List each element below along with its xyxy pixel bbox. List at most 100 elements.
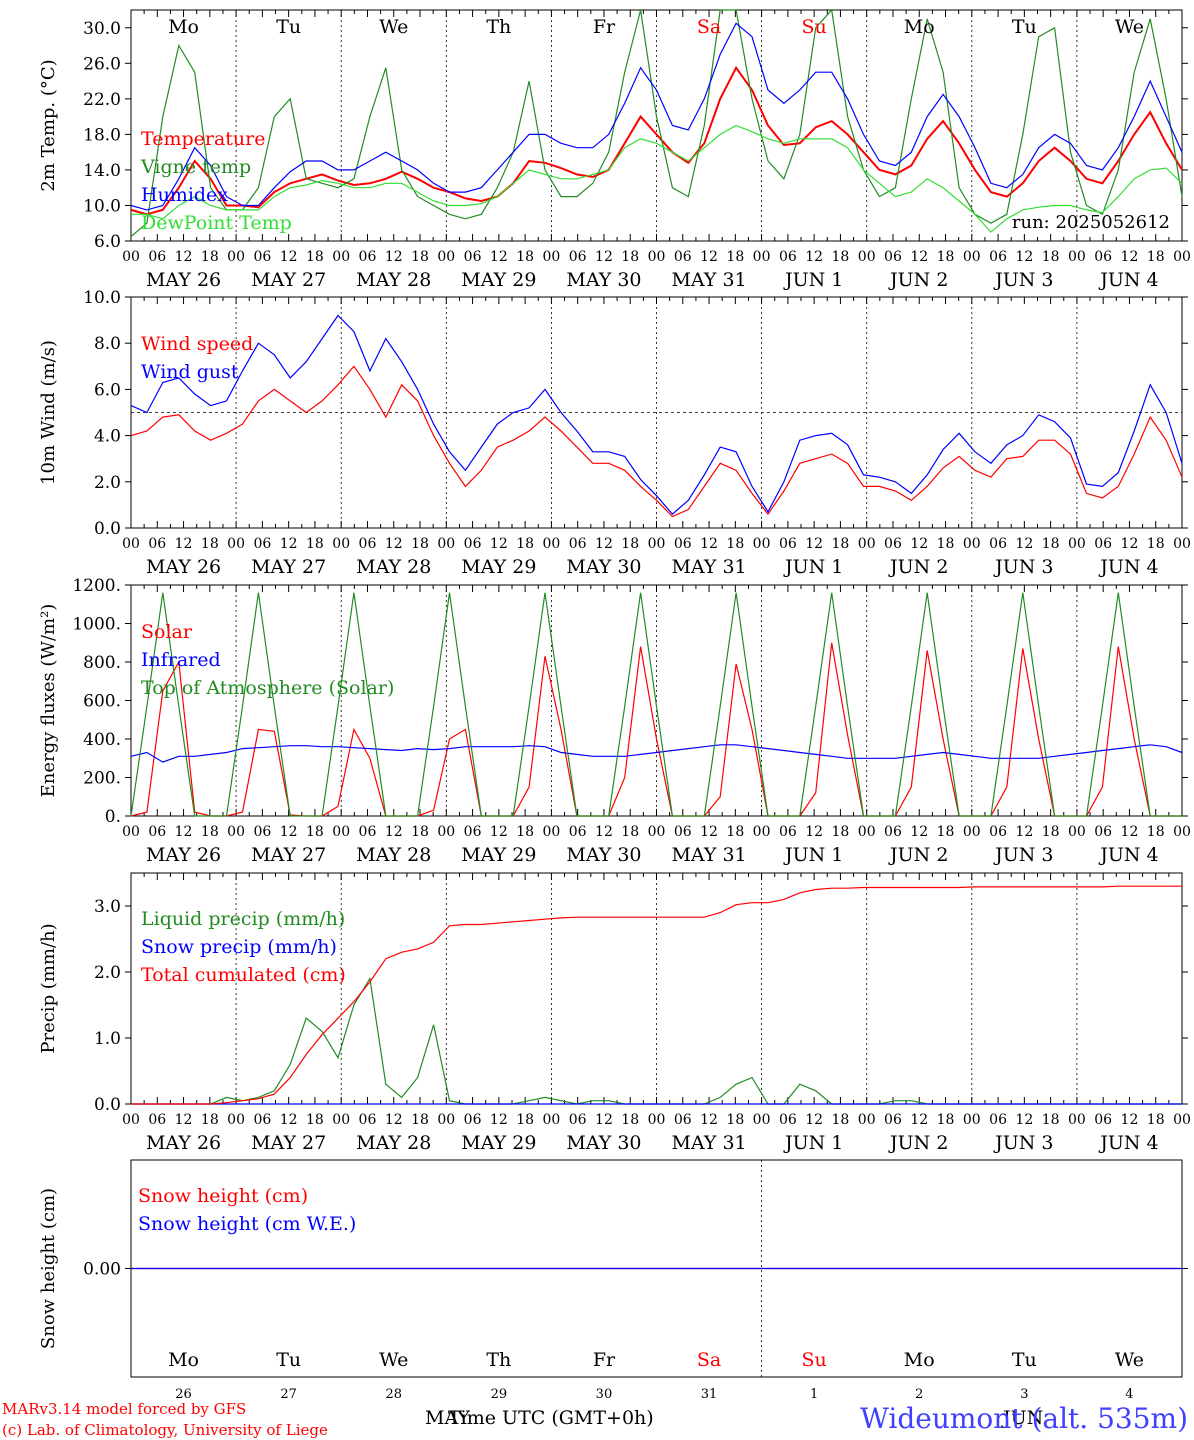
hour-label: 00 [122, 1112, 140, 1128]
hour-label: 00 [858, 536, 876, 552]
y-tick-label: 1000. [72, 615, 121, 635]
date-label: MAY 31 [671, 269, 746, 291]
y-tick-label: 8.0 [94, 334, 121, 354]
hour-label: 18 [1147, 824, 1165, 840]
hour-label: 18 [937, 536, 955, 552]
date-label: JUN 1 [783, 844, 843, 866]
hour-label: 12 [175, 249, 193, 265]
hour-label: 12 [490, 536, 508, 552]
day-of-week-label: Th [486, 16, 511, 38]
hour-label: 00 [227, 536, 245, 552]
hour-label: 18 [201, 249, 219, 265]
hour-label: 12 [1121, 824, 1139, 840]
day-of-week-label: We [379, 1349, 408, 1371]
hour-label: 00 [1068, 824, 1086, 840]
hour-label: 18 [411, 536, 429, 552]
y-tick-label: 0. [105, 807, 121, 827]
date-label: MAY 30 [566, 1132, 641, 1154]
hour-label: 06 [674, 824, 692, 840]
date-label: MAY 29 [461, 269, 536, 291]
y-axis-title: Snow height (cm) [38, 1188, 59, 1349]
day-of-week-label: We [1115, 1349, 1144, 1371]
date-label: JUN 4 [1098, 1132, 1158, 1154]
hour-label: 12 [1015, 1112, 1033, 1128]
y-tick-label: 22.0 [83, 90, 121, 110]
credit-line: (c) Lab. of Climatology, University of L… [2, 1421, 328, 1439]
day-of-week-label: Mo [168, 16, 199, 38]
legend-entry: Humidex [141, 184, 228, 206]
hour-label-end: 00 [1173, 824, 1191, 840]
date-label: MAY 30 [566, 269, 641, 291]
legend-entry: Snow precip (mm/h) [141, 936, 337, 958]
hour-label: 18 [1042, 824, 1060, 840]
hour-label: 18 [411, 249, 429, 265]
hour-label: 06 [779, 1112, 797, 1128]
series-line-wind-speed [130, 365, 1183, 518]
day-of-week-label: Tu [276, 1349, 301, 1371]
hour-label: 00 [963, 249, 981, 265]
hour-label: 00 [122, 824, 140, 840]
series-line-humidex [130, 22, 1183, 211]
date-label: MAY 28 [356, 844, 431, 866]
y-tick-label: 0.00 [83, 1260, 121, 1280]
x-axis-title: Time UTC (GMT+0h) [448, 1407, 654, 1429]
hour-label: 06 [569, 1112, 587, 1128]
hour-label: 12 [1015, 824, 1033, 840]
hour-label: 00 [753, 249, 771, 265]
hour-label: 12 [910, 1112, 928, 1128]
y-tick-label: 18.0 [83, 125, 121, 145]
y-tick-label: 6.0 [94, 380, 121, 400]
y-axis-title: Precip (mm/h) [38, 923, 59, 1053]
hour-label: 18 [1147, 1112, 1165, 1128]
hour-label-end: 00 [1173, 249, 1191, 265]
panel-1: 6.0 10.0 14.0 18.0 22.0 26.0 30.0 2m Temp. (°C)… [38, 8, 1191, 291]
hour-label: 12 [595, 1112, 613, 1128]
hour-label: 06 [1094, 249, 1112, 265]
day-of-week-label: Sa [697, 16, 721, 38]
hour-label: 18 [516, 824, 534, 840]
hour-label: 06 [359, 536, 377, 552]
hour-label: 12 [490, 249, 508, 265]
y-tick-label: 4.0 [94, 427, 121, 447]
hour-label: 12 [700, 249, 718, 265]
date-label: MAY 29 [461, 844, 536, 866]
legend-entry: Total cumulated (cm) [141, 964, 346, 986]
credit-line: MARv3.14 model forced by GFS [2, 1400, 246, 1418]
hour-label: 12 [1015, 249, 1033, 265]
day-number: 27 [280, 1387, 297, 1402]
hour-label: 12 [1015, 536, 1033, 552]
hour-label: 12 [385, 1112, 403, 1128]
day-number: 29 [491, 1387, 508, 1402]
hour-label: 06 [359, 1112, 377, 1128]
hour-label: 18 [937, 824, 955, 840]
legend-entry: Snow height (cm) [138, 1185, 308, 1207]
hour-label: 00 [227, 1112, 245, 1128]
legend-entry: Wind speed [141, 333, 253, 355]
day-of-week-label: We [1115, 16, 1144, 38]
hour-label: 00 [542, 824, 560, 840]
hour-label: 12 [595, 249, 613, 265]
hour-label: 06 [779, 824, 797, 840]
day-of-week-label: Tu [276, 16, 301, 38]
series-line-vigne-temp [130, 8, 1183, 238]
date-label: JUN 2 [888, 844, 948, 866]
y-tick-label: 30.0 [83, 19, 121, 39]
hour-label: 06 [779, 536, 797, 552]
series-line-dewpoint-temp [131, 124, 1183, 233]
hour-label: 12 [385, 824, 403, 840]
date-label: JUN 3 [993, 844, 1053, 866]
date-label: JUN 2 [888, 556, 948, 578]
hour-label: 00 [332, 536, 350, 552]
hour-label: 18 [411, 1112, 429, 1128]
hour-label: 00 [437, 536, 455, 552]
hour-label-end: 00 [1173, 536, 1191, 552]
hour-label: 18 [411, 824, 429, 840]
day-number: 1 [810, 1387, 818, 1402]
date-label: JUN 4 [1098, 556, 1158, 578]
day-number: 4 [1125, 1387, 1133, 1402]
date-label: MAY 27 [251, 269, 326, 291]
hour-label: 12 [1121, 249, 1139, 265]
day-of-week-label: Fr [593, 16, 616, 38]
hour-label: 00 [227, 824, 245, 840]
hour-label: 06 [989, 249, 1007, 265]
